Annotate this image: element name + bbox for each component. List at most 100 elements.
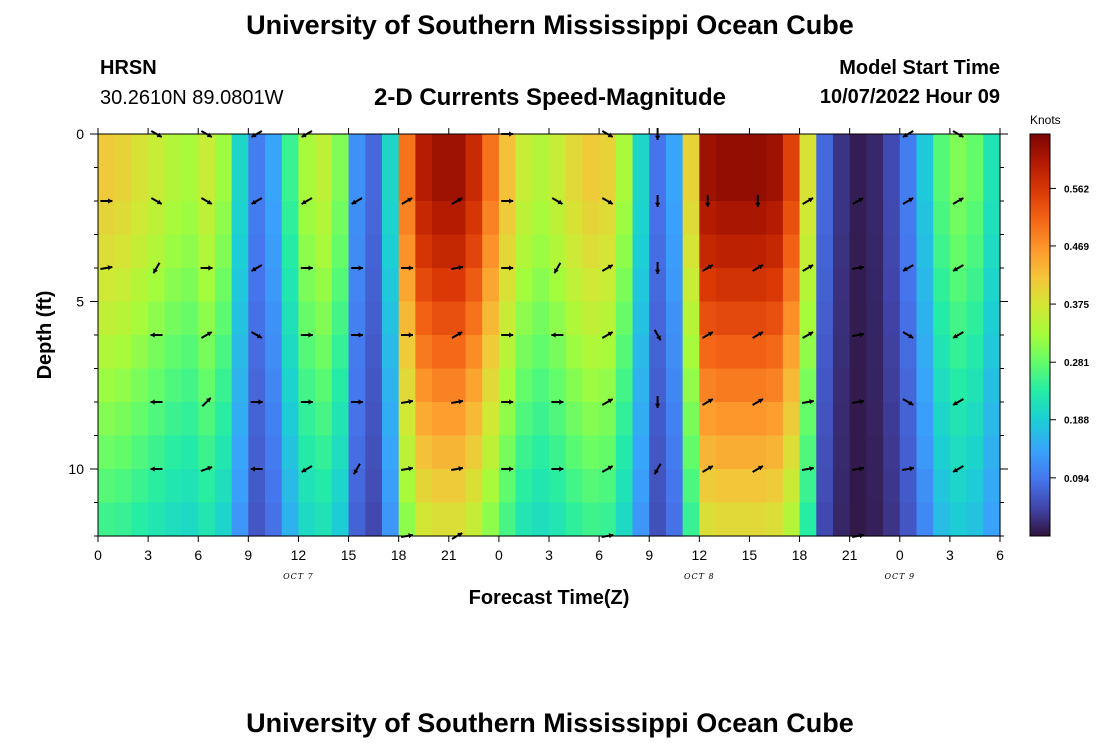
heatmap-cell [181, 201, 199, 236]
heatmap-cell [565, 435, 583, 470]
heatmap-cell [599, 167, 617, 202]
heatmap-cell [515, 502, 533, 537]
heatmap-cell [782, 335, 801, 370]
current-vector [501, 399, 514, 405]
heatmap-cell [699, 134, 717, 169]
current-vector [551, 466, 564, 472]
heatmap-cell [381, 234, 400, 269]
heatmap-cell [899, 335, 918, 370]
heatmap-cell [365, 167, 383, 202]
heatmap-cell [766, 368, 784, 403]
heatmap-cell [732, 201, 751, 236]
current-vector [251, 197, 263, 205]
heatmap-cell [983, 368, 1001, 403]
heatmap-cell [615, 301, 634, 336]
heatmap-cell [365, 335, 383, 370]
heatmap-cell [732, 469, 751, 504]
heatmap-cell [432, 502, 450, 537]
heatmap-cell [381, 301, 400, 336]
heatmap-cell [983, 301, 1001, 336]
heatmap-cell [816, 469, 834, 504]
heatmap-cell [298, 134, 316, 169]
current-vector [952, 264, 964, 272]
heatmap-cell [98, 368, 116, 403]
heatmap-cell [231, 134, 249, 169]
heatmap-cell [231, 301, 249, 336]
heatmap-cell [883, 502, 901, 537]
heatmap-cell [649, 469, 667, 504]
heatmap-cell [482, 402, 500, 437]
heatmap-cell [716, 301, 734, 336]
heatmap-cell [615, 167, 634, 202]
heatmap-cell [866, 368, 884, 403]
x-tick-label: 18 [391, 547, 407, 563]
heatmap-cell [949, 435, 968, 470]
heatmap-cell [498, 435, 517, 470]
heatmap-cell [381, 368, 400, 403]
heatmap-cell [448, 469, 467, 504]
heatmap-cell [148, 301, 166, 336]
heatmap-cell [398, 268, 416, 303]
heatmap-cell [198, 368, 216, 403]
heatmap-cell [766, 435, 784, 470]
heatmap-cell [699, 402, 717, 437]
heatmap-cell [114, 502, 132, 537]
current-vector [451, 466, 464, 472]
heatmap-cell [465, 368, 483, 403]
heatmap-cell [682, 201, 700, 236]
current-vector [401, 197, 413, 205]
heatmap-cell [599, 368, 617, 403]
heatmap-cell [265, 301, 283, 336]
heatmap-cell [164, 368, 183, 403]
current-vector [401, 265, 413, 271]
heatmap-cell [949, 301, 968, 336]
heatmap-cell [181, 134, 199, 169]
heatmap-cell [916, 502, 934, 537]
current-vector [702, 331, 714, 339]
heatmap-cell [716, 268, 734, 303]
heatmap-cell [381, 167, 400, 202]
heatmap-cell [114, 335, 132, 370]
heatmap-cell [131, 402, 149, 437]
heatmap-cell [682, 335, 700, 370]
current-vector [300, 332, 313, 338]
current-vector [902, 398, 914, 406]
heatmap-cell [331, 435, 350, 470]
heatmap-cell [465, 134, 483, 169]
footer-title: University of Southern Mississippi Ocean… [246, 708, 854, 738]
heatmap-cell [331, 201, 350, 236]
current-vector [150, 399, 163, 405]
heatmap-cell [682, 368, 700, 403]
heatmap-cell [799, 301, 817, 336]
heatmap-cell [148, 402, 166, 437]
heatmap-cell [415, 402, 433, 437]
heatmap-cell [582, 335, 600, 370]
heatmap-cell [415, 502, 433, 537]
heatmap-cell [866, 301, 884, 336]
current-vector [902, 197, 914, 205]
heatmap-cell [665, 435, 684, 470]
heatmap-cell [131, 167, 149, 202]
heatmap-cell [883, 201, 901, 236]
current-vector [952, 197, 964, 205]
heatmap-cell [949, 502, 968, 537]
heatmap-cell [214, 469, 233, 504]
heatmap-cell [448, 268, 467, 303]
heatmap-cell [198, 234, 216, 269]
heatmap-cell [883, 469, 901, 504]
colorbar-tick-label: 0.469 [1064, 242, 1089, 253]
heatmap-cell [331, 402, 350, 437]
x-tick-label: 6 [996, 547, 1004, 563]
day-label: OCT 9 [884, 572, 915, 581]
heatmap-cell [381, 201, 400, 236]
heatmap-cell [348, 201, 366, 236]
heatmap-cell [248, 234, 266, 269]
x-tick-label: 3 [946, 547, 954, 563]
heatmap-cell [682, 469, 700, 504]
heatmap-cell [432, 402, 450, 437]
heatmap-cell [565, 268, 583, 303]
heatmap-cell [899, 268, 918, 303]
heatmap-cell [515, 201, 533, 236]
heatmap-cell [832, 368, 851, 403]
current-vector [300, 265, 313, 271]
